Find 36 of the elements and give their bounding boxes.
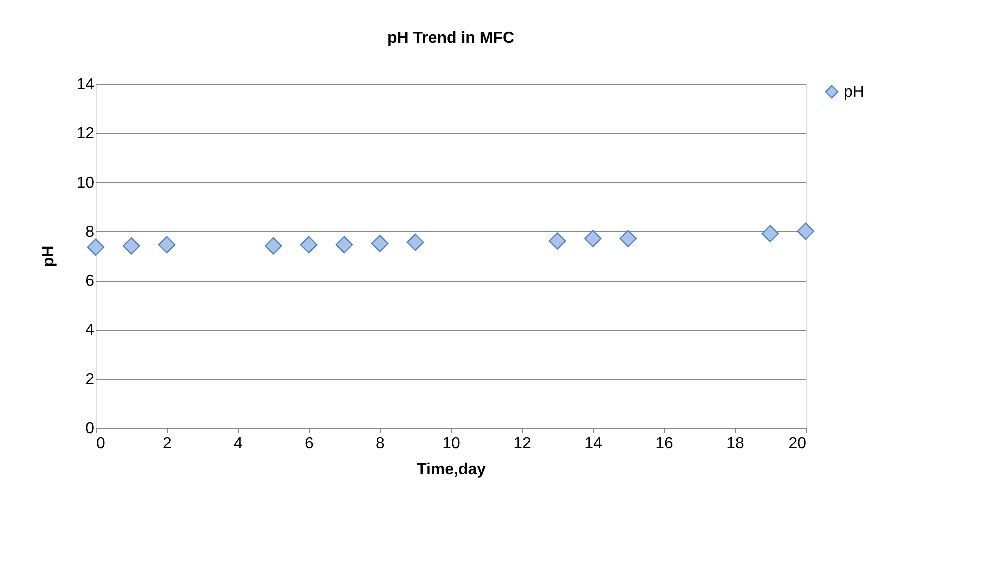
point: [371, 235, 389, 252]
x-tick-label: 12: [514, 436, 532, 452]
y-tick-label: 6: [86, 273, 95, 290]
y-tick-label: 14: [76, 76, 95, 94]
y-tick-label: 10: [76, 174, 95, 192]
x-tick-label: 10: [442, 436, 460, 452]
point: [548, 232, 566, 250]
point: [620, 230, 638, 248]
point: [406, 234, 424, 252]
x-axis-title: Time,day: [416, 462, 486, 478]
point: [797, 222, 815, 240]
y-tick-label: 0: [86, 420, 95, 438]
x-tick-label: 0: [96, 436, 106, 452]
point: [300, 236, 318, 254]
y-axis-title: pH: [40, 246, 58, 268]
y-tick-label: 8: [86, 224, 95, 241]
x-tick-label: 6: [305, 436, 314, 452]
x-tick-label: 4: [234, 436, 244, 452]
point: [264, 238, 282, 255]
x-tick-label: 2: [163, 436, 172, 452]
y-tick-label: 2: [86, 371, 95, 388]
chart-title: pH Trend in MFC: [387, 30, 515, 47]
x-tick-label: 14: [584, 436, 602, 452]
legend-label: pH: [844, 84, 864, 101]
point: [87, 238, 105, 256]
point: [158, 236, 176, 254]
y-tick-label: 12: [76, 126, 95, 143]
point: [584, 230, 602, 248]
y-tick-label: 4: [86, 322, 95, 340]
x-tick-label: 20: [788, 436, 807, 452]
point: [762, 225, 780, 243]
x-tick-label: 8: [376, 436, 386, 452]
point: [122, 238, 140, 255]
x-tick-label: 18: [726, 436, 744, 452]
x-tick-label: 16: [656, 436, 674, 452]
point: [336, 236, 354, 254]
